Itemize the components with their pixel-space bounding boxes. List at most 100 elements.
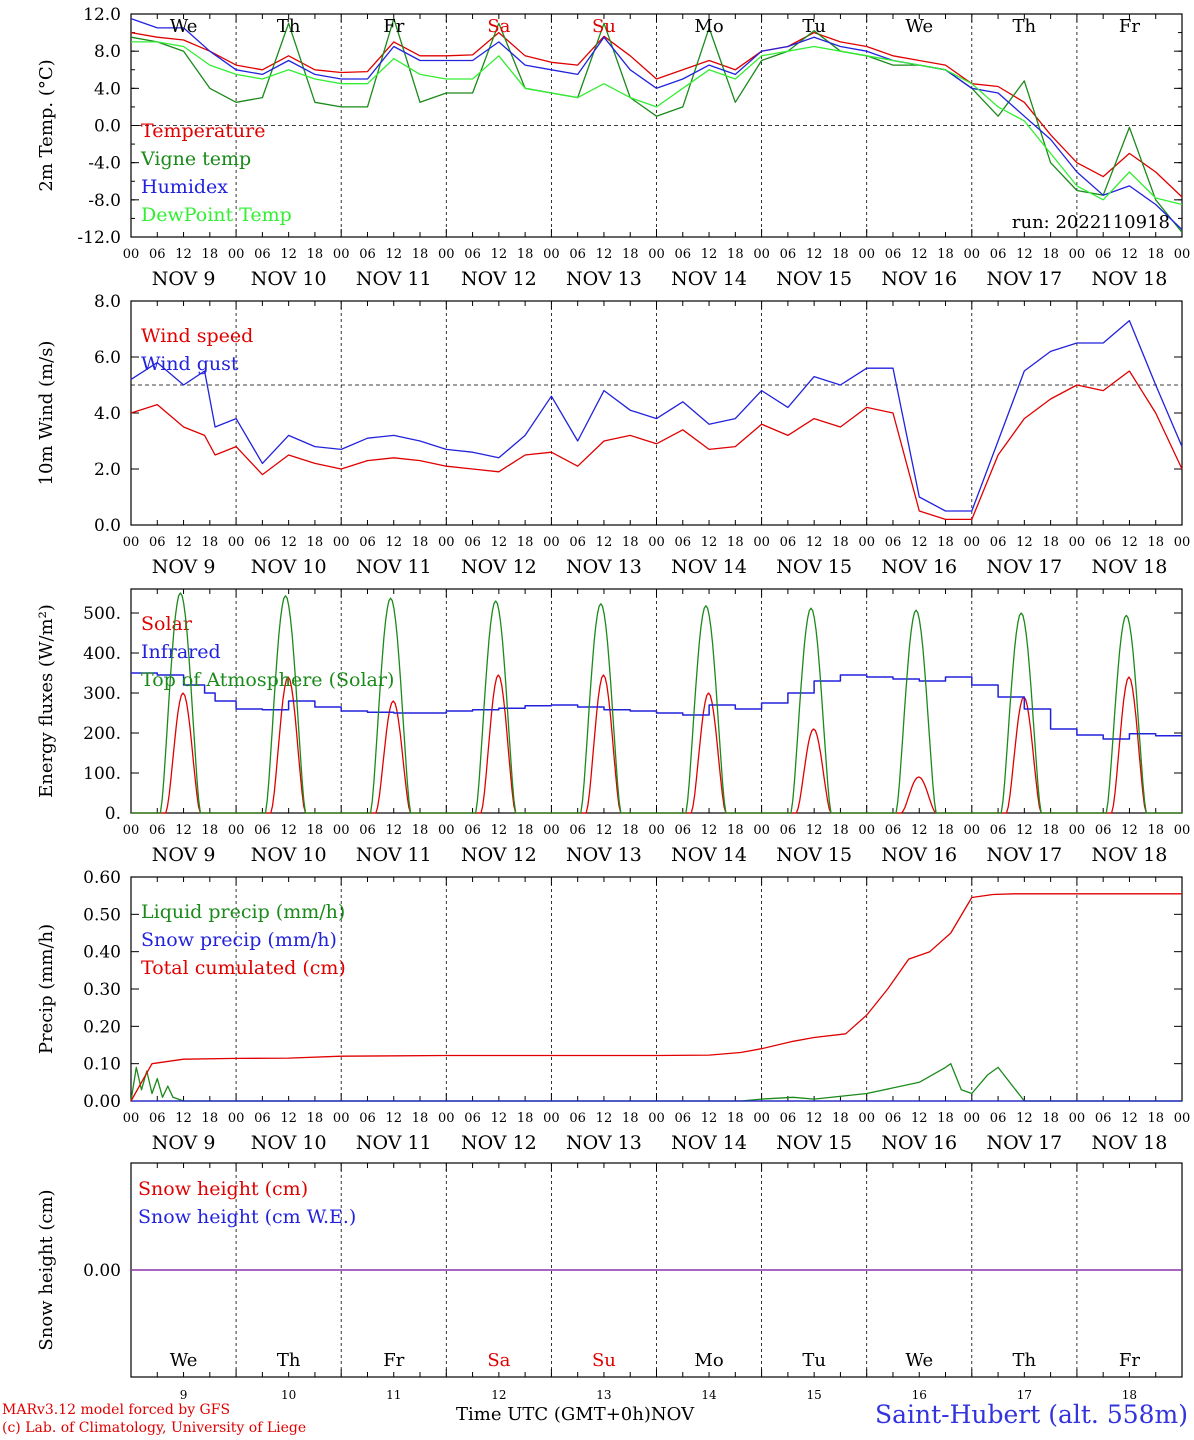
date-label: NOV 12 — [461, 268, 537, 290]
y-tick-label: 0.00 — [83, 1261, 121, 1281]
hour-label: 06 — [990, 1111, 1007, 1126]
hour-label: 18 — [202, 1111, 219, 1126]
hour-label: 00 — [1174, 823, 1191, 838]
hour-label: 12 — [701, 535, 718, 550]
hour-label: 18 — [412, 1111, 429, 1126]
y-tick-label: 0.30 — [83, 980, 121, 1000]
legend-entry: Liquid precip (mm/h) — [141, 901, 345, 923]
weekday-label: Mo — [694, 1350, 723, 1371]
weekday-label: Fr — [383, 16, 404, 37]
y-tick-label: 6.0 — [94, 348, 121, 368]
hour-label: 00 — [1174, 1111, 1191, 1126]
hour-label: 00 — [333, 535, 350, 550]
hour-label: 12 — [491, 535, 508, 550]
hour-label: 18 — [937, 823, 954, 838]
series-line-2-2 — [130, 319, 1183, 512]
legend-entry: Infrared — [141, 641, 221, 663]
y-tick-label: 8.0 — [94, 42, 121, 62]
series-line-2-1 — [130, 370, 1183, 521]
y-tick-label: 0.50 — [83, 905, 121, 925]
hour-label: 06 — [254, 823, 271, 838]
hour-label: 00 — [753, 247, 770, 262]
hour-label: 18 — [517, 247, 534, 262]
hour-label: 00 — [1174, 535, 1191, 550]
hour-label: 00 — [543, 247, 560, 262]
hour-label: 12 — [175, 1111, 192, 1126]
panel-1: 12.0 8.0 4.0 0.0 -4.0 -8.0 -12.0 2m Temp. (°C) T… — [36, 5, 1190, 290]
hour-label: 18 — [622, 535, 639, 550]
hour-label: 18 — [727, 823, 744, 838]
y-tick-label: 0.0 — [94, 516, 121, 536]
hour-label: 00 — [333, 247, 350, 262]
hour-label: 00 — [228, 535, 245, 550]
hour-label: 18 — [307, 535, 324, 550]
day-number: 14 — [701, 1388, 717, 1402]
series-line-3-2 — [131, 672, 1182, 740]
date-label: NOV 10 — [251, 844, 327, 866]
day-number: 11 — [386, 1388, 401, 1402]
y-tick-label: 500. — [83, 604, 121, 624]
hour-label: 12 — [491, 823, 508, 838]
time-axis-label: Time UTC (GMT+0h)NOV — [456, 1404, 694, 1425]
hour-label: 00 — [964, 823, 981, 838]
y-tick-label: 8.0 — [94, 292, 121, 312]
hour-label: 00 — [438, 1111, 455, 1126]
hour-label: 00 — [438, 823, 455, 838]
hour-label: 12 — [806, 535, 823, 550]
hour-label: 18 — [1042, 535, 1059, 550]
date-label: NOV 14 — [671, 556, 747, 578]
station-name: Saint-Hubert (alt. 558m) — [874, 1400, 1188, 1429]
hour-label: 00 — [648, 535, 665, 550]
hour-label: 12 — [280, 1111, 297, 1126]
hour-label: 00 — [1174, 247, 1191, 262]
hour-label: 18 — [622, 247, 639, 262]
y-tick-label: 0.0 — [94, 117, 121, 137]
hour-label: 06 — [675, 247, 692, 262]
hour-label: 18 — [1147, 1111, 1164, 1126]
hour-label: 12 — [701, 1111, 718, 1126]
legend-entry: DewPoint Temp — [141, 204, 292, 226]
date-label: NOV 13 — [566, 844, 642, 866]
series-line-4-1 — [130, 1063, 1182, 1102]
hour-label: 00 — [858, 1111, 875, 1126]
hour-label: 18 — [832, 247, 849, 262]
hour-label: 18 — [1147, 823, 1164, 838]
hour-label: 00 — [648, 247, 665, 262]
hour-label: 00 — [858, 823, 875, 838]
hour-label: 12 — [701, 823, 718, 838]
y-tick-label: 0.60 — [83, 868, 121, 888]
hour-label: 06 — [990, 535, 1007, 550]
date-label: NOV 13 — [566, 268, 642, 290]
y-tick-label: 12.0 — [83, 5, 121, 25]
date-label: NOV 12 — [461, 844, 537, 866]
weekday-label: Fr — [1119, 1350, 1140, 1371]
weekday-label: Fr — [383, 1350, 404, 1371]
hour-label: 12 — [1121, 1111, 1138, 1126]
hour-label: 18 — [202, 247, 219, 262]
hour-label: 18 — [1147, 535, 1164, 550]
hour-label: 00 — [228, 1111, 245, 1126]
hour-label: 12 — [385, 247, 402, 262]
hour-label: 00 — [543, 1111, 560, 1126]
hour-label: 12 — [1121, 823, 1138, 838]
date-label: NOV 13 — [566, 556, 642, 578]
hour-label: 06 — [254, 247, 271, 262]
hour-label: 18 — [202, 823, 219, 838]
hour-label: 00 — [438, 247, 455, 262]
date-label: NOV 18 — [1092, 1132, 1168, 1154]
date-label: NOV 14 — [671, 1132, 747, 1154]
hour-label: 06 — [149, 535, 166, 550]
hour-label: 00 — [753, 535, 770, 550]
hour-label: 18 — [307, 823, 324, 838]
hour-label: 18 — [1042, 1111, 1059, 1126]
day-number: 16 — [912, 1388, 927, 1402]
hour-label: 06 — [885, 1111, 902, 1126]
hour-label: 00 — [964, 1111, 981, 1126]
hour-label: 00 — [1069, 1111, 1086, 1126]
hour-label: 18 — [832, 535, 849, 550]
hour-label: 12 — [911, 535, 928, 550]
hour-label: 12 — [280, 535, 297, 550]
weekday-label: Th — [1013, 16, 1037, 37]
weekday-label: We — [170, 16, 198, 37]
day-number: 13 — [596, 1388, 611, 1402]
